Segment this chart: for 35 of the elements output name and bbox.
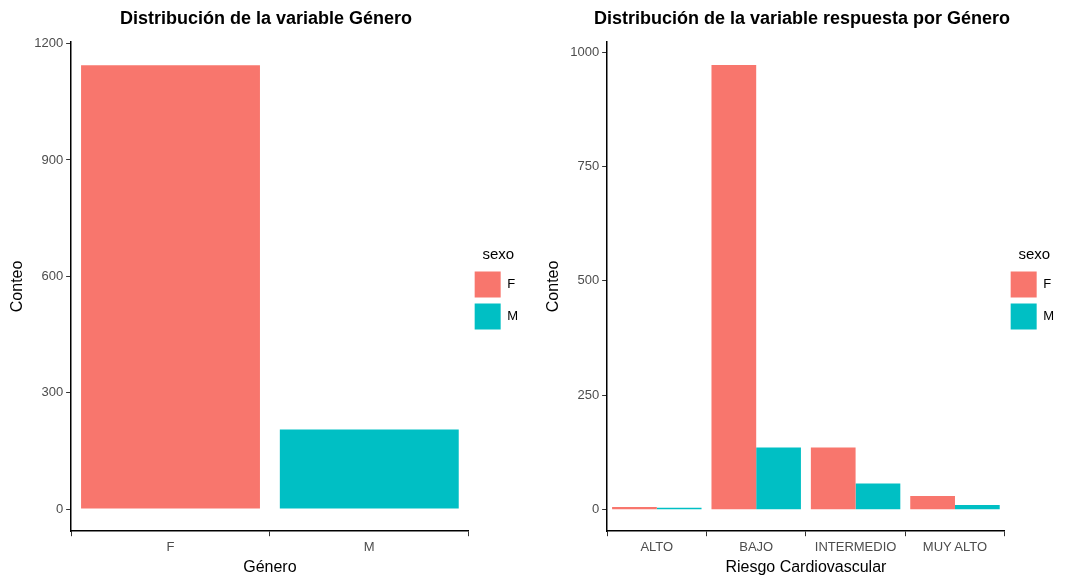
legend-label: M: [507, 308, 519, 324]
bar: [756, 447, 801, 510]
x-tick-label: F: [166, 538, 175, 554]
legend-label: F: [507, 276, 516, 292]
y-axis-title: Conteo: [544, 260, 562, 313]
y-tick-label: 900: [41, 151, 64, 167]
y-tick-label: 0: [591, 501, 600, 517]
bar: [810, 447, 856, 510]
x-axis-title: Género: [243, 557, 297, 575]
y-tick-label: 300: [41, 384, 64, 400]
x-tick-label: ALTO: [640, 538, 674, 554]
chart-title: Distribución de la variable respuesta por Género: [593, 7, 1011, 28]
y-tick-label: 500: [577, 272, 600, 288]
x-tick-label: M: [363, 538, 375, 554]
x-axis-title: Riesgo Cardiovascular: [725, 557, 888, 575]
y-tick-label: 1000: [570, 43, 600, 59]
x-tick-label: MUY ALTO: [922, 538, 988, 554]
y-tick-label: 250: [577, 386, 600, 402]
bar: [910, 495, 955, 510]
y-axis-title: Conteo: [8, 260, 26, 313]
y-tick-label: 750: [577, 158, 600, 174]
legend-title: sexo: [482, 245, 515, 263]
x-tick-label: BAJO: [739, 538, 774, 554]
bar: [954, 505, 1000, 510]
y-tick-label: 600: [41, 267, 64, 283]
y-tick-label: 0: [55, 500, 64, 516]
legend-label: M: [1043, 308, 1055, 324]
legend-title: sexo: [1018, 245, 1051, 263]
chart-title: Distribución de la variable Género: [119, 7, 413, 28]
bar: [855, 483, 901, 510]
y-tick-label: 1200: [34, 35, 64, 51]
bar: [711, 64, 757, 510]
x-tick-label: INTERMEDIO: [814, 538, 897, 554]
legend-label: F: [1043, 276, 1052, 292]
bar: [612, 506, 657, 510]
